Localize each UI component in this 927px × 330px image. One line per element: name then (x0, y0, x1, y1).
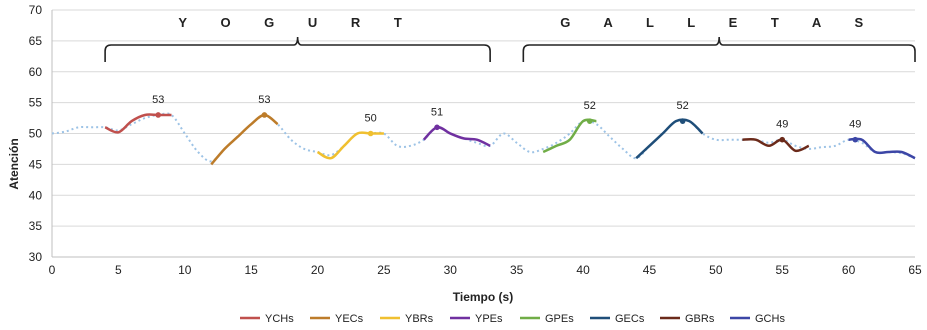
legend-entry: YPEs (475, 313, 503, 325)
series-peak-marker (155, 112, 162, 118)
series-peak-marker (852, 136, 859, 143)
legend-entry: GPEs (545, 313, 574, 325)
y-tick-label: 55 (29, 96, 43, 110)
x-tick-label: 0 (49, 263, 56, 277)
legend-entry: YECs (335, 313, 364, 325)
peak-value-label: 50 (365, 113, 377, 125)
peak-value-label: 49 (849, 119, 861, 131)
legend-entry: GCHs (755, 313, 785, 325)
series-peak-marker (586, 118, 593, 124)
y-tick-label: 30 (29, 250, 43, 264)
y-tick-label: 45 (29, 157, 43, 171)
series-line-gecs (635, 118, 704, 160)
x-tick-label: 5 (115, 263, 122, 277)
peak-labels: 53 53 50 51 52 52 49 49 (152, 94, 861, 131)
series-peak-marker (779, 136, 786, 143)
group-label: Y O G U R T (178, 15, 416, 30)
series-peak-marker (434, 124, 440, 131)
x-tick-label: 15 (244, 263, 258, 277)
x-tick-label: 10 (178, 263, 192, 277)
peak-value-label: 53 (258, 94, 270, 106)
group-bracket (522, 36, 916, 62)
group-label: G A L L E T A S (560, 15, 878, 30)
x-tick-label: 30 (444, 263, 458, 277)
legend-entry: YCHs (265, 313, 294, 325)
x-tick-label: 55 (776, 263, 790, 277)
peak-value-label: 53 (152, 94, 164, 106)
series-peak-marker (367, 130, 374, 137)
legend-entry: YBRs (405, 313, 434, 325)
grid-lines (52, 9, 915, 258)
y-tick-label: 40 (29, 188, 43, 202)
x-tick-label: 20 (311, 263, 325, 277)
data-series (104, 112, 916, 166)
series-peak-marker (261, 112, 268, 118)
series-peak-marker (679, 118, 686, 124)
peak-value-label: 52 (677, 100, 689, 112)
x-tick-label: 50 (709, 263, 723, 277)
y-tick-label: 35 (29, 219, 43, 233)
y-tick-label: 70 (29, 3, 43, 17)
series-line-gbrs (742, 137, 810, 153)
x-tick-label: 25 (377, 263, 391, 277)
x-tick-label: 65 (908, 263, 922, 277)
x-tick-label: 45 (643, 263, 657, 277)
y-tick-label: 65 (29, 34, 43, 48)
peak-value-label: 52 (584, 100, 596, 112)
peak-value-label: 51 (431, 106, 443, 118)
y-tick-label: 60 (29, 65, 43, 79)
group-bracket (104, 36, 491, 62)
x-tick-label: 35 (510, 263, 524, 277)
legend: YCHs YECs YBRs YPEs GPEs GECs GBRs GCHs (240, 313, 785, 325)
x-axis-title: Tiempo (s) (453, 290, 513, 304)
legend-entry: GECs (615, 313, 645, 325)
peak-value-label: 49 (776, 119, 788, 131)
x-tick-label: 60 (842, 263, 856, 277)
x-tick-label: 40 (576, 263, 590, 277)
legend-entry: GBRs (685, 313, 715, 325)
series-line-gchs (848, 137, 916, 160)
y-tick-label: 50 (29, 127, 43, 141)
y-axis-title: Atención (7, 138, 21, 189)
